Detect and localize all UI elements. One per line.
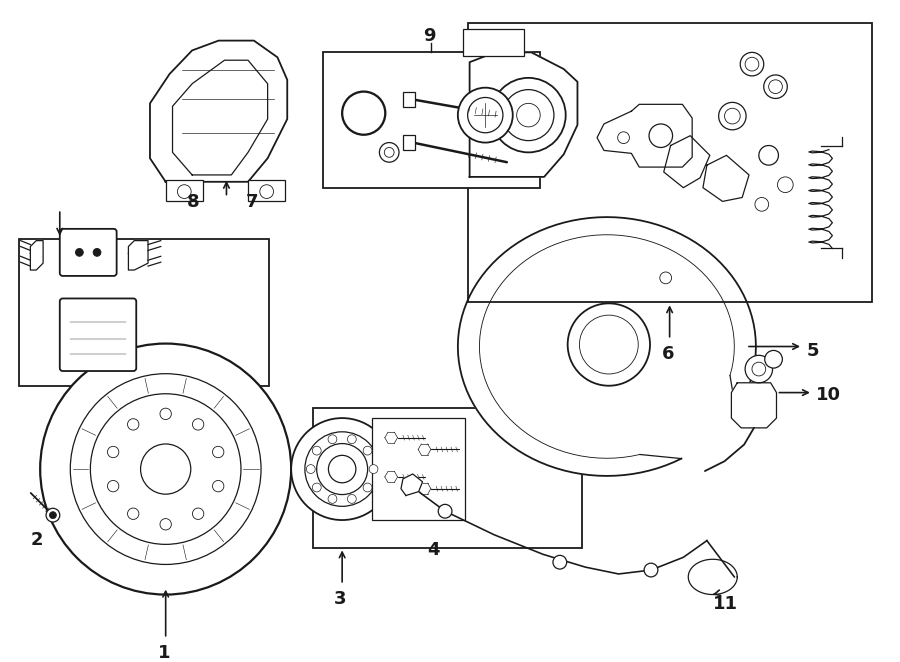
Circle shape xyxy=(342,91,385,135)
Polygon shape xyxy=(663,136,710,187)
Circle shape xyxy=(305,432,380,506)
Circle shape xyxy=(177,185,191,199)
Bar xyxy=(463,29,524,56)
Circle shape xyxy=(752,362,766,376)
Circle shape xyxy=(128,418,139,430)
Circle shape xyxy=(70,373,261,565)
Bar xyxy=(166,180,202,201)
Circle shape xyxy=(363,446,372,455)
Circle shape xyxy=(347,495,356,503)
Circle shape xyxy=(357,107,371,120)
Circle shape xyxy=(140,444,191,494)
Bar xyxy=(248,180,285,201)
Circle shape xyxy=(745,355,772,383)
Polygon shape xyxy=(470,52,578,177)
Polygon shape xyxy=(401,474,422,496)
Text: 2: 2 xyxy=(31,530,43,549)
Polygon shape xyxy=(732,383,777,428)
Circle shape xyxy=(517,103,540,127)
Circle shape xyxy=(380,142,399,162)
Circle shape xyxy=(740,52,764,76)
Circle shape xyxy=(755,197,769,211)
Circle shape xyxy=(107,481,119,492)
Bar xyxy=(312,408,582,547)
Text: 4: 4 xyxy=(428,542,440,559)
Circle shape xyxy=(46,508,59,522)
Circle shape xyxy=(128,508,139,520)
Circle shape xyxy=(160,408,171,420)
Circle shape xyxy=(724,109,740,124)
Circle shape xyxy=(212,446,224,457)
Circle shape xyxy=(363,483,372,492)
Text: 5: 5 xyxy=(807,342,819,360)
Circle shape xyxy=(347,97,381,130)
Circle shape xyxy=(160,518,171,530)
Polygon shape xyxy=(129,240,148,270)
Circle shape xyxy=(491,78,566,152)
Circle shape xyxy=(764,75,788,99)
Circle shape xyxy=(212,481,224,492)
Text: 1: 1 xyxy=(158,644,170,662)
Polygon shape xyxy=(173,60,267,175)
Circle shape xyxy=(458,87,513,142)
Circle shape xyxy=(660,272,671,284)
Circle shape xyxy=(347,435,356,444)
Text: 10: 10 xyxy=(815,387,841,404)
Bar xyxy=(468,23,871,303)
Circle shape xyxy=(193,508,203,520)
Polygon shape xyxy=(458,217,756,476)
Circle shape xyxy=(50,512,57,518)
Circle shape xyxy=(745,58,759,71)
Bar xyxy=(372,418,464,520)
Text: 3: 3 xyxy=(334,591,346,608)
Circle shape xyxy=(312,446,321,455)
Circle shape xyxy=(778,177,793,193)
Polygon shape xyxy=(31,240,43,270)
Circle shape xyxy=(328,435,337,444)
FancyBboxPatch shape xyxy=(59,229,117,276)
Circle shape xyxy=(384,148,394,158)
Polygon shape xyxy=(597,105,692,167)
Circle shape xyxy=(568,303,650,386)
Polygon shape xyxy=(703,156,749,201)
Circle shape xyxy=(107,446,119,457)
Circle shape xyxy=(369,465,378,473)
Text: 7: 7 xyxy=(246,193,258,211)
Circle shape xyxy=(553,555,567,569)
Text: 8: 8 xyxy=(187,193,200,211)
Circle shape xyxy=(328,455,356,483)
Text: 6: 6 xyxy=(662,346,674,363)
Circle shape xyxy=(352,101,375,125)
Circle shape xyxy=(306,465,315,473)
FancyBboxPatch shape xyxy=(59,299,136,371)
Circle shape xyxy=(765,350,782,368)
Circle shape xyxy=(644,563,658,577)
Text: 11: 11 xyxy=(713,595,738,613)
Circle shape xyxy=(468,97,503,133)
Bar xyxy=(322,52,540,187)
Circle shape xyxy=(40,344,292,594)
Circle shape xyxy=(317,444,367,495)
Circle shape xyxy=(503,89,554,140)
Circle shape xyxy=(769,80,782,93)
Circle shape xyxy=(718,103,746,130)
Bar xyxy=(403,135,415,150)
Circle shape xyxy=(193,418,203,430)
Circle shape xyxy=(438,504,452,518)
Circle shape xyxy=(93,248,101,256)
Circle shape xyxy=(328,495,337,503)
Circle shape xyxy=(617,132,629,144)
Circle shape xyxy=(292,418,393,520)
Circle shape xyxy=(312,483,321,492)
Circle shape xyxy=(90,394,241,544)
Polygon shape xyxy=(150,40,287,182)
Circle shape xyxy=(260,185,274,199)
Circle shape xyxy=(76,248,84,256)
Text: 9: 9 xyxy=(424,26,436,44)
Bar xyxy=(403,91,415,107)
Circle shape xyxy=(580,315,638,374)
Bar xyxy=(19,239,268,386)
Circle shape xyxy=(649,124,672,148)
Circle shape xyxy=(759,146,778,165)
